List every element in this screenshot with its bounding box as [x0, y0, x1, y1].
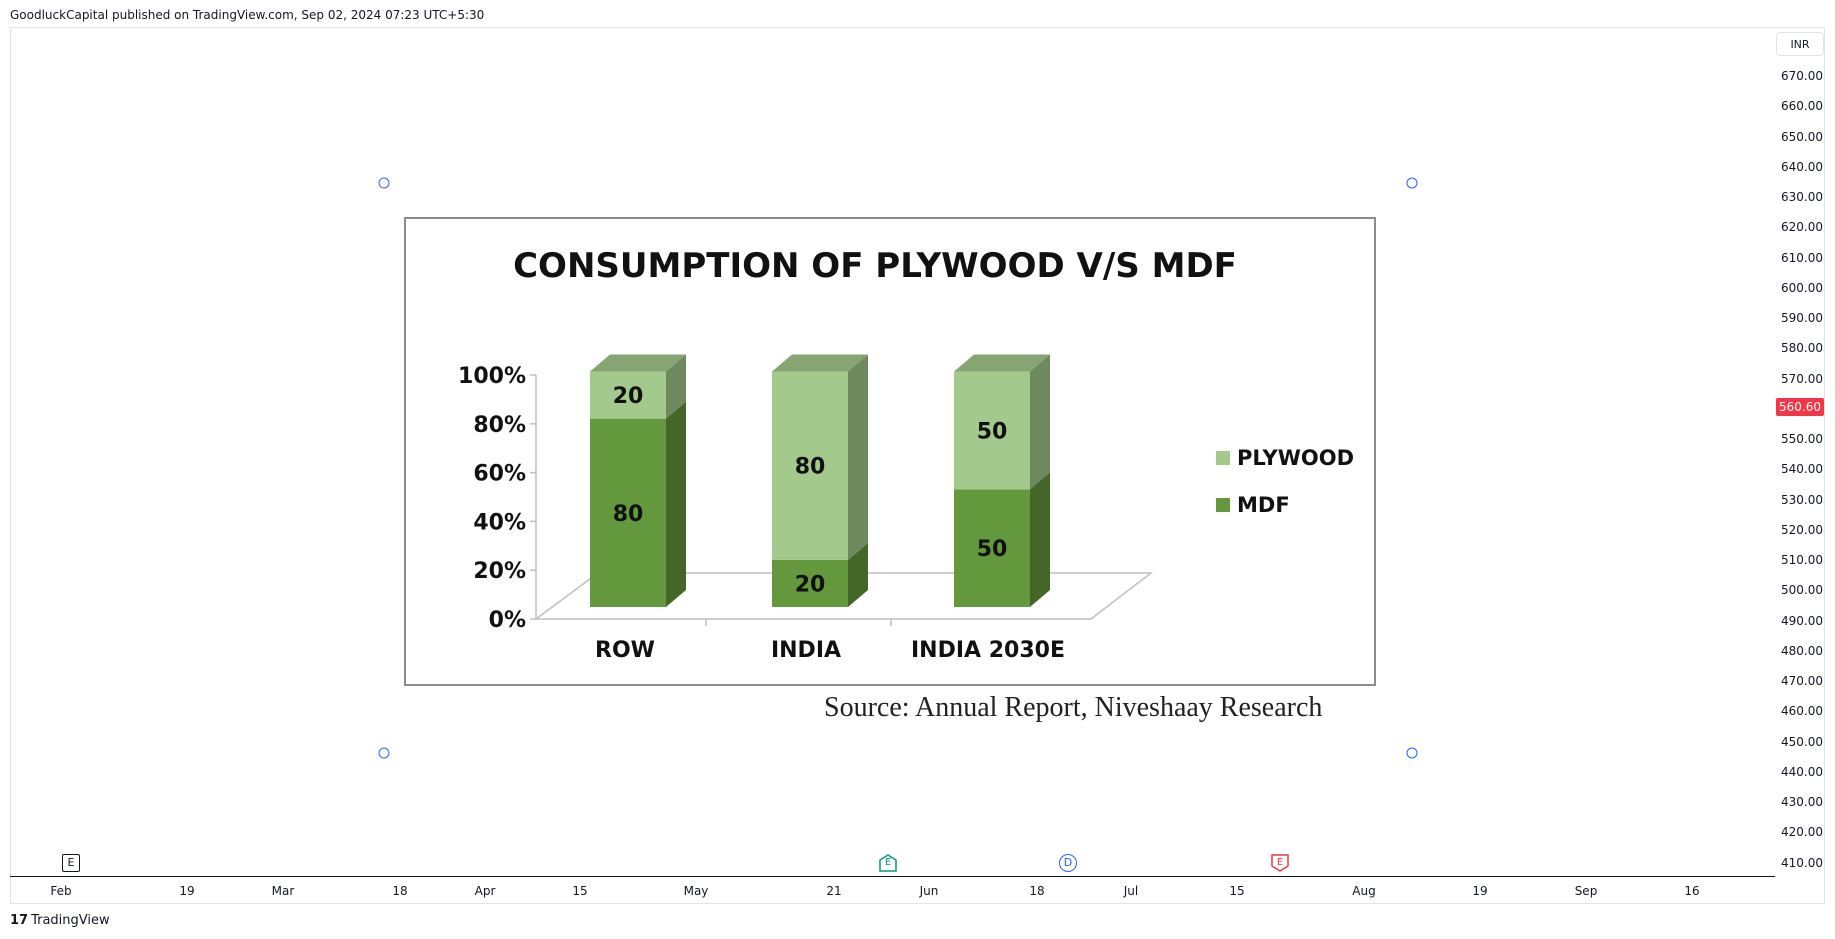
bar-side: [666, 354, 686, 419]
time-axis-label: 18: [1029, 884, 1045, 898]
price-axis-label: 600.00: [1781, 280, 1823, 295]
price-axis-label: 450.00: [1781, 734, 1823, 749]
time-axis-label: Jul: [1123, 884, 1139, 898]
y-tick-label: 40%: [473, 510, 526, 535]
price-axis-label: 530.00: [1781, 492, 1823, 507]
chart-title: CONSUMPTION OF PLYWOOD V/S MDF: [513, 246, 1237, 286]
legend-label: PLYWOOD: [1237, 446, 1354, 470]
bar-segment: [772, 559, 848, 607]
brand-name: TradingView: [31, 913, 110, 928]
price-axis-label: 520.00: [1781, 522, 1823, 537]
drawing-handle-top-left[interactable]: [378, 177, 390, 189]
bar-segment: [954, 371, 1030, 490]
price-axis-label: 580.00: [1781, 341, 1823, 356]
bar-segment: [954, 489, 1030, 607]
price-axis-label: 610.00: [1781, 250, 1823, 265]
chart-image-drawing[interactable]: CONSUMPTION OF PLYWOOD V/S MDF 0% 20% 40% 60…: [404, 217, 1376, 686]
price-axis-label: 540.00: [1781, 462, 1823, 477]
bar-top: [772, 354, 868, 372]
price-axis-label: 650.00: [1781, 129, 1823, 144]
data-label: 20: [795, 572, 826, 597]
time-axis-label: 19: [1472, 884, 1488, 898]
price-axis-label: 510.00: [1781, 553, 1823, 567]
data-label: 20: [613, 384, 644, 409]
data-label: 80: [795, 455, 826, 480]
time-axis-label: Feb: [50, 884, 72, 898]
price-axis-label: 640.00: [1781, 159, 1823, 174]
time-axis-label: 15: [1229, 884, 1245, 898]
time-axis-label: 21: [826, 884, 842, 898]
stacked-bar-chart: CONSUMPTION OF PLYWOOD V/S MDF 0% 20% 40% 60…: [458, 246, 1354, 663]
price-axis-label: 460.00: [1781, 704, 1823, 719]
x-category-label: INDIA: [771, 638, 841, 663]
earnings-marker-label: E: [1276, 857, 1284, 868]
time-axis-label: May: [683, 884, 709, 898]
price-axis-label: 440.00: [1781, 764, 1823, 779]
last-price-badge: 560.60: [1776, 398, 1824, 416]
price-axis-label: 550.00: [1781, 432, 1823, 446]
time-axis-label: Aug: [1352, 884, 1376, 898]
time-axis-label: Mar: [271, 884, 295, 898]
price-axis-label: 570.00: [1781, 371, 1823, 386]
price-axis-label: 500.00: [1781, 583, 1823, 598]
drawing-handle-bottom-right[interactable]: [1406, 747, 1418, 759]
earnings-marker[interactable]: E: [62, 854, 80, 872]
chart-pane[interactable]: [10, 27, 1825, 904]
time-axis-line: [10, 876, 1775, 877]
earnings-marker[interactable]: E: [879, 854, 897, 872]
price-axis-label: 420.00: [1781, 825, 1823, 840]
x-category-label: ROW: [595, 638, 655, 663]
bar-side: [848, 354, 868, 560]
price-axis-label: 590.00: [1781, 311, 1823, 325]
x-category-label: INDIA 2030E: [911, 638, 1065, 663]
price-axis-label: 660.00: [1781, 99, 1823, 114]
y-tick-label: 100%: [458, 364, 526, 389]
bar-top: [590, 354, 686, 372]
tradingview-brand[interactable]: 17 TradingView: [10, 913, 110, 928]
y-tick-label: 0%: [489, 608, 526, 633]
earnings-marker-label: E: [884, 857, 892, 868]
time-axis-label: 15: [572, 884, 588, 898]
price-axis-label: 430.00: [1781, 795, 1823, 809]
bar-side: [666, 401, 686, 607]
price-axis-label: 670.00: [1781, 69, 1823, 83]
time-axis-label: 19: [179, 884, 195, 898]
drawing-handle-top-right[interactable]: [1406, 177, 1418, 189]
y-tick-label: 80%: [473, 413, 526, 438]
legend-swatch: [1216, 498, 1230, 512]
data-label: 50: [977, 419, 1008, 444]
tradingview-logo-icon: 17: [10, 913, 29, 928]
publish-header: GoodluckCapital published on TradingView…: [10, 8, 485, 22]
bar-side: [1030, 354, 1050, 490]
bar-side: [848, 542, 868, 607]
earnings-marker[interactable]: E: [1271, 854, 1289, 872]
currency-button[interactable]: INR: [1776, 32, 1824, 56]
drawing-handle-bottom-left[interactable]: [378, 747, 390, 759]
time-axis-label: 16: [1684, 884, 1700, 898]
price-axis-label: 480.00: [1781, 643, 1823, 658]
dividend-marker[interactable]: D: [1059, 854, 1077, 872]
bar-top: [954, 354, 1050, 372]
price-axis-label: 620.00: [1781, 220, 1823, 235]
bar-segment: [590, 418, 666, 607]
bar-side: [1030, 472, 1050, 607]
price-axis-label: 470.00: [1781, 674, 1823, 688]
y-tick-label: 20%: [473, 559, 526, 584]
chart-floor: [535, 572, 1154, 620]
time-axis-label: 18: [392, 884, 408, 898]
legend-label: MDF: [1237, 493, 1290, 517]
bar-segment: [772, 371, 848, 560]
data-label: 50: [977, 537, 1008, 562]
y-tick-label: 60%: [473, 462, 526, 487]
price-axis-label: 630.00: [1781, 190, 1823, 204]
time-axis-label: Jun: [919, 884, 939, 898]
legend-swatch: [1216, 451, 1230, 465]
bar-segment: [590, 371, 666, 419]
data-label: 80: [613, 502, 644, 527]
price-axis-label: 410.00: [1781, 855, 1823, 870]
price-axis-label: 490.00: [1781, 613, 1823, 628]
time-axis-label: Apr: [474, 884, 496, 898]
time-axis-label: Sep: [1574, 884, 1598, 898]
source-caption: Source: Annual Report, Niveshaay Researc…: [824, 692, 1323, 723]
